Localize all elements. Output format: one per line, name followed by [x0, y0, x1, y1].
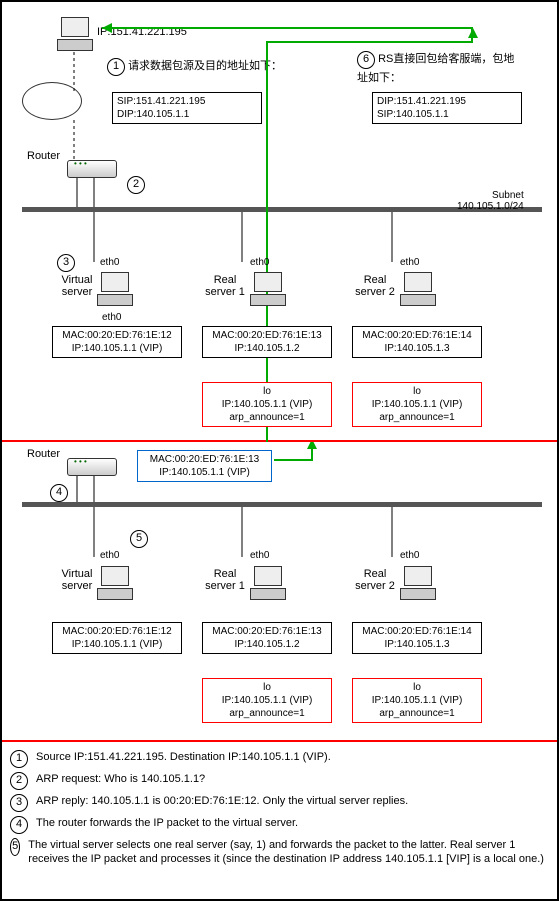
- rs1-pc-icon-top: [250, 272, 284, 306]
- step5-num: 5: [130, 530, 148, 548]
- eth-rs1-mid: eth0: [250, 550, 269, 561]
- rs2-label-mid: Real server 2: [352, 568, 398, 592]
- mac-rs1-mid: MAC:00:20:ED:76:1E:13IP:140.105.1.2: [202, 622, 332, 654]
- vs-label-mid: Virtual server: [57, 568, 97, 592]
- rs1-label-mid: Real server 1: [202, 568, 248, 592]
- rs2-pc-icon-mid: [400, 566, 434, 600]
- eth-vs-mid: eth0: [100, 550, 119, 561]
- legend-row-3: 3ARP reply: 140.105.1.1 is 00:20:ED:76:1…: [10, 794, 549, 812]
- mac-vs-top: MAC:00:20:ED:76:1E:12IP:140.105.1.1 (VIP…: [52, 326, 182, 358]
- mac-rs2-mid: MAC:00:20:ED:76:1E:14IP:140.105.1.3: [352, 622, 482, 654]
- mac-rs1-top: MAC:00:20:ED:76:1E:13IP:140.105.1.2: [202, 326, 332, 358]
- legend-row-5: 5The virtual server selects one real ser…: [10, 838, 549, 867]
- lo-rs1-mid: loIP:140.105.1.1 (VIP)arp_announce=1: [202, 678, 332, 723]
- legend-row-1: 1Source IP:151.41.221.195. Destination I…: [10, 750, 549, 768]
- lo-rs2-top: loIP:140.105.1.1 (VIP)arp_announce=1: [352, 382, 482, 427]
- mac-rs2-top: MAC:00:20:ED:76:1E:14IP:140.105.1.3: [352, 326, 482, 358]
- eth-rs2-mid: eth0: [400, 550, 419, 561]
- vs-pc-icon-top: [97, 272, 131, 306]
- mid-diagram: Router MAC:00:20:ED:76:1E:13IP:140.105.1…: [2, 442, 557, 742]
- eth-vs-top: eth0: [100, 257, 119, 268]
- step3-num: 3: [57, 254, 75, 272]
- rs1-pc-icon-mid: [250, 566, 284, 600]
- vs-pc-icon-mid: [97, 566, 131, 600]
- eth-rs2-top: eth0: [400, 257, 419, 268]
- rs2-label-top: Real server 2: [352, 274, 398, 298]
- lo-rs2-mid: loIP:140.105.1.1 (VIP)arp_announce=1: [352, 678, 482, 723]
- vs-label-top: Virtual server: [57, 274, 97, 298]
- rs1-label-top: Real server 1: [202, 274, 248, 298]
- lines-top: [2, 2, 559, 442]
- mac-vs-mid: MAC:00:20:ED:76:1E:12IP:140.105.1.1 (VIP…: [52, 622, 182, 654]
- legend-row-4: 4The router forwards the IP packet to th…: [10, 816, 549, 834]
- rs2-pc-icon-top: [400, 272, 434, 306]
- lo-rs1-top: loIP:140.105.1.1 (VIP)arp_announce=1: [202, 382, 332, 427]
- top-diagram: IP:151.41.221.195 1 请求数据包源及目的地址如下： 6 RS直…: [2, 2, 557, 442]
- legend-row-2: 2ARP request: Who is 140.105.1.1?: [10, 772, 549, 790]
- eth-rs1-top: eth0: [250, 257, 269, 268]
- eth-bottom-vs: eth0: [102, 312, 121, 323]
- steps-legend: 1Source IP:151.41.221.195. Destination I…: [2, 742, 557, 899]
